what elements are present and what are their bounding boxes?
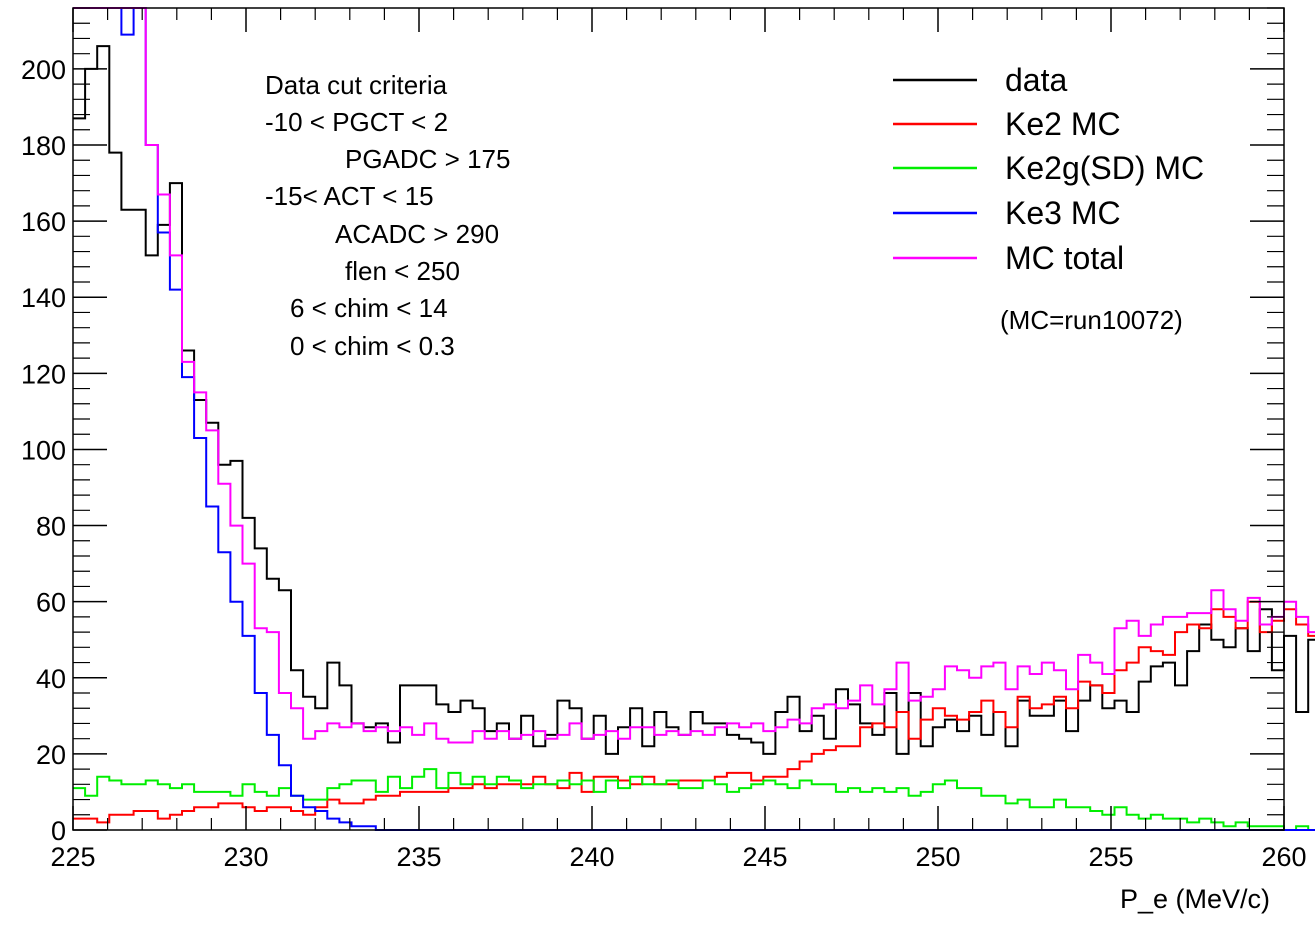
- y-tick-label: 160: [21, 207, 66, 237]
- series-data-line: [73, 45, 1315, 755]
- cut-pgct: -10 < PGCT < 2: [265, 107, 448, 137]
- mc-run-note: (MC=run10072): [1000, 305, 1183, 335]
- legend-label-data: data: [1005, 62, 1067, 98]
- x-tick-label: 235: [396, 842, 441, 872]
- legend-label-ke2: Ke2 MC: [1005, 106, 1121, 142]
- cut-chim-2: 0 < chim < 0.3: [290, 331, 455, 361]
- legend: data Ke2 MC Ke2g(SD) MC Ke3 MC MC total …: [893, 62, 1204, 335]
- y-tick-label: 180: [21, 131, 66, 161]
- y-tick-label: 80: [36, 512, 66, 542]
- y-tick-label: 140: [21, 283, 66, 313]
- cut-pgadc: PGADC > 175: [345, 144, 510, 174]
- x-tick-label: 250: [915, 842, 960, 872]
- cut-chim-1: 6 < chim < 14: [290, 293, 448, 323]
- y-tick-label: 20: [36, 740, 66, 770]
- legend-label-ke2g: Ke2g(SD) MC: [1005, 150, 1204, 186]
- cut-criteria-annotation: Data cut criteria -10 < PGCT < 2 PGADC >…: [265, 70, 510, 361]
- legend-label-ke3: Ke3 MC: [1005, 195, 1121, 231]
- series-mc-total-line: [73, 7, 1315, 744]
- cut-act: -15< ACT < 15: [265, 181, 434, 211]
- x-axis-label: P_e (MeV/c): [1120, 884, 1270, 914]
- x-tick-label: 225: [50, 842, 95, 872]
- series-ke3-mc-line: [73, 7, 1315, 831]
- cuts-title: Data cut criteria: [265, 70, 448, 100]
- x-tick-label: 230: [223, 842, 268, 872]
- y-tick-label: 60: [36, 588, 66, 618]
- x-tick-label: 240: [569, 842, 614, 872]
- y-tick-label: 100: [21, 435, 66, 465]
- series-ke2-mc-line: [73, 600, 1315, 824]
- x-tick-label: 260: [1261, 842, 1306, 872]
- y-tick-label: 40: [36, 664, 66, 694]
- cut-flen: flen < 250: [345, 256, 460, 286]
- series-layer: [73, 7, 1315, 831]
- y-tick-label: 120: [21, 359, 66, 389]
- x-tick-label: 245: [742, 842, 787, 872]
- legend-label-mc-total: MC total: [1005, 240, 1124, 276]
- cut-acadc: ACADC > 290: [335, 219, 499, 249]
- y-tick-label: 200: [21, 55, 66, 85]
- tick-layer: 225 230 235 240 245 250 255 260 0 20 40 60 80 100 120 1…: [21, 7, 1307, 872]
- y-tick-label: 0: [51, 816, 66, 846]
- series-ke2g-sd-mc-line: [73, 768, 1315, 831]
- x-tick-label: 255: [1088, 842, 1133, 872]
